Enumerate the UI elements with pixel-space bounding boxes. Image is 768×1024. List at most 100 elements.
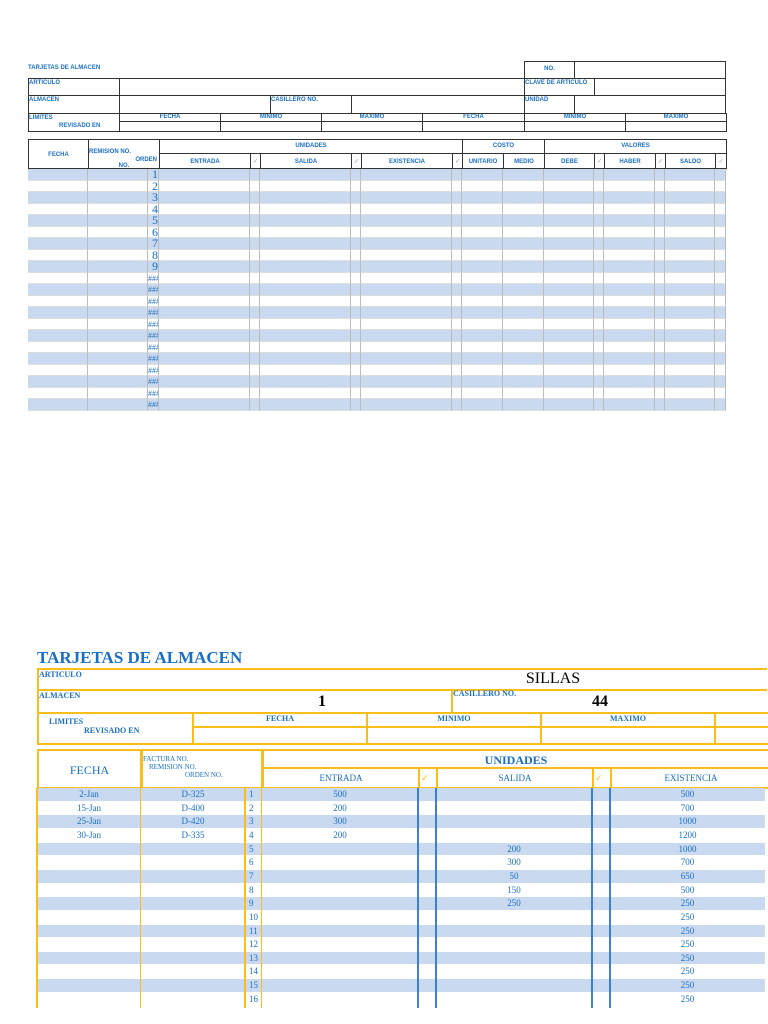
cell-fecha[interactable]: 25-Jan — [77, 816, 101, 827]
grid-cell[interactable] — [88, 272, 148, 284]
top-casillero-field[interactable] — [351, 95, 525, 114]
grid-cell[interactable] — [250, 226, 260, 238]
grid-cell[interactable] — [28, 238, 88, 250]
grid-cell[interactable] — [452, 249, 462, 261]
cell-existencia[interactable]: 250 — [680, 911, 695, 922]
grid-cell[interactable] — [351, 261, 361, 273]
grid-cell[interactable] — [503, 387, 544, 399]
grid-cell[interactable] — [665, 192, 715, 204]
cell-fecha[interactable] — [37, 843, 141, 857]
grid-cell[interactable] — [250, 169, 260, 181]
grid-cell[interactable] — [604, 387, 655, 399]
grid-cell[interactable] — [715, 249, 726, 261]
grid-cell[interactable] — [462, 272, 503, 284]
grid-cell[interactable] — [715, 203, 726, 215]
grid-cell[interactable] — [260, 215, 351, 227]
cell-fecha[interactable]: 30-Jan — [77, 829, 101, 840]
grid-cell[interactable] — [28, 318, 88, 330]
cell-salida[interactable] — [436, 938, 592, 952]
grid-cell[interactable] — [715, 169, 726, 181]
grid-cell[interactable] — [503, 226, 544, 238]
grid-cell[interactable] — [604, 169, 655, 181]
grid-cell[interactable] — [260, 387, 351, 399]
grid-cell[interactable] — [361, 272, 452, 284]
grid-cell[interactable] — [88, 284, 148, 296]
grid-cell[interactable] — [28, 295, 88, 307]
grid-cell[interactable] — [544, 226, 594, 238]
grid-cell[interactable] — [715, 376, 726, 388]
grid-cell[interactable] — [351, 215, 361, 227]
grid-cell[interactable] — [351, 203, 361, 215]
cell-salida[interactable] — [436, 815, 592, 829]
grid-cell[interactable] — [159, 215, 250, 227]
grid-cell[interactable] — [655, 295, 665, 307]
grid-cell[interactable] — [462, 376, 503, 388]
grid-cell[interactable] — [452, 284, 462, 296]
grid-cell[interactable] — [88, 238, 148, 250]
grid-cell[interactable] — [544, 192, 594, 204]
grid-cell[interactable] — [604, 284, 655, 296]
cell-existencia[interactable]: 250 — [680, 980, 695, 991]
grid-cell[interactable] — [260, 318, 351, 330]
grid-cell[interactable] — [544, 399, 594, 411]
grid-cell[interactable] — [28, 364, 88, 376]
grid-cell[interactable] — [159, 284, 250, 296]
grid-cell[interactable] — [361, 376, 452, 388]
cell-entrada[interactable] — [262, 884, 418, 898]
grid-cell[interactable] — [159, 249, 250, 261]
grid-cell[interactable] — [594, 192, 604, 204]
grid-cell[interactable] — [544, 284, 594, 296]
grid-cell[interactable] — [88, 226, 148, 238]
grid-cell[interactable] — [594, 238, 604, 250]
grid-cell[interactable] — [715, 261, 726, 273]
cell-doc[interactable] — [141, 979, 245, 993]
grid-cell[interactable] — [655, 192, 665, 204]
top-articulo-field[interactable] — [119, 78, 525, 96]
grid-cell[interactable] — [665, 353, 715, 365]
grid-cell[interactable] — [655, 238, 665, 250]
grid-cell[interactable] — [159, 180, 250, 192]
grid-cell[interactable] — [503, 180, 544, 192]
cell-existencia[interactable]: 1000 — [678, 816, 697, 827]
grid-cell[interactable] — [159, 226, 250, 238]
grid-cell[interactable] — [544, 353, 594, 365]
cell-doc[interactable]: D-400 — [181, 802, 205, 813]
grid-cell[interactable] — [452, 192, 462, 204]
grid-cell[interactable] — [159, 272, 250, 284]
cell-fecha[interactable] — [37, 965, 141, 979]
grid-cell[interactable] — [250, 376, 260, 388]
grid-cell[interactable] — [452, 330, 462, 342]
grid-cell[interactable] — [159, 376, 250, 388]
grid-cell[interactable] — [665, 364, 715, 376]
grid-cell[interactable] — [260, 272, 351, 284]
grid-cell[interactable] — [594, 261, 604, 273]
cell-fecha[interactable] — [37, 952, 141, 966]
grid-cell[interactable] — [604, 295, 655, 307]
cell-existencia[interactable]: 250 — [680, 993, 695, 1004]
grid-cell[interactable] — [260, 376, 351, 388]
grid-cell[interactable] — [351, 180, 361, 192]
grid-cell[interactable] — [351, 387, 361, 399]
grid-cell[interactable] — [665, 169, 715, 181]
grid-cell[interactable] — [604, 399, 655, 411]
grid-cell[interactable] — [260, 307, 351, 319]
cell-salida[interactable]: 200 — [507, 843, 521, 854]
cell-salida[interactable] — [436, 965, 592, 979]
grid-cell[interactable] — [250, 284, 260, 296]
grid-cell[interactable] — [544, 295, 594, 307]
grid-cell[interactable] — [544, 387, 594, 399]
grid-cell[interactable] — [544, 272, 594, 284]
grid-cell[interactable] — [28, 399, 88, 411]
top-clave-field[interactable] — [594, 78, 726, 96]
grid-cell[interactable] — [28, 192, 88, 204]
grid-cell[interactable] — [28, 249, 88, 261]
cell-existencia[interactable]: 650 — [680, 870, 695, 881]
grid-cell[interactable] — [88, 387, 148, 399]
grid-cell[interactable] — [250, 180, 260, 192]
grid-cell[interactable] — [604, 238, 655, 250]
top-limit-field[interactable] — [321, 121, 423, 132]
top-limit-field[interactable] — [422, 121, 525, 132]
grid-cell[interactable] — [665, 261, 715, 273]
grid-cell[interactable] — [88, 353, 148, 365]
grid-cell[interactable] — [604, 215, 655, 227]
